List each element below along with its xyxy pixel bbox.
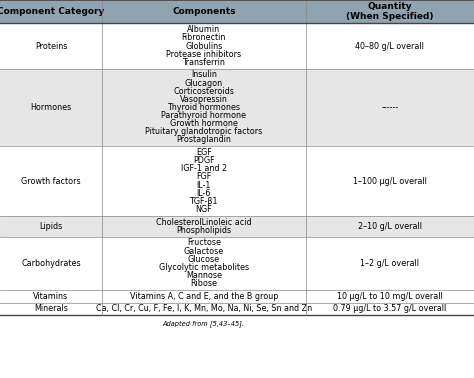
Text: Phospholipids: Phospholipids (176, 226, 231, 235)
Text: TGF-β1: TGF-β1 (190, 197, 218, 206)
Text: Ca, Cl, Cr, Cu, F, Fe, I, K, Mn, Mo, Na, Ni, Se, Sn and Zn: Ca, Cl, Cr, Cu, F, Fe, I, K, Mn, Mo, Na,… (96, 304, 312, 313)
Text: Carbohydrates: Carbohydrates (21, 259, 81, 268)
Text: Quantity
(When Specified): Quantity (When Specified) (346, 2, 434, 22)
Bar (0, 0, 474, 23)
Text: Component Category: Component Category (0, 7, 105, 16)
Bar (0, 146, 474, 216)
Text: Components: Components (172, 7, 236, 16)
Text: Adapted from [5,43–45].: Adapted from [5,43–45]. (163, 320, 245, 327)
Text: Protease inhibitors: Protease inhibitors (166, 50, 241, 59)
Text: 10 μg/L to 10 mg/L overall: 10 μg/L to 10 mg/L overall (337, 292, 443, 301)
Text: 1–2 g/L overall: 1–2 g/L overall (360, 259, 419, 268)
Text: Vasopressin: Vasopressin (180, 95, 228, 104)
Text: Glucagon: Glucagon (185, 79, 223, 88)
Text: 1–100 μg/L overall: 1–100 μg/L overall (353, 177, 427, 186)
Text: Corticosteroids: Corticosteroids (173, 87, 234, 96)
Text: NGF: NGF (195, 205, 212, 214)
Bar (0, 237, 474, 290)
Bar (0, 302, 474, 315)
Text: Parathyroid hormone: Parathyroid hormone (161, 111, 246, 120)
Text: 0.79 μg/L to 3.57 g/L overall: 0.79 μg/L to 3.57 g/L overall (333, 304, 447, 313)
Text: Mannose: Mannose (186, 271, 222, 280)
Text: Globulins: Globulins (185, 42, 222, 51)
Bar (0, 69, 474, 146)
Text: Growth factors: Growth factors (21, 177, 81, 186)
Text: Minerals: Minerals (34, 304, 68, 313)
Text: 2–10 g/L overall: 2–10 g/L overall (358, 222, 422, 231)
Text: IL-1: IL-1 (197, 181, 211, 190)
Text: Galactose: Galactose (184, 246, 224, 256)
Text: Lipids: Lipids (39, 222, 63, 231)
Bar (0, 290, 474, 302)
Text: Glucose: Glucose (188, 255, 220, 264)
Text: Albumin: Albumin (187, 25, 220, 34)
Text: Growth hormone: Growth hormone (170, 119, 238, 128)
Text: Hormones: Hormones (30, 103, 72, 112)
Text: Vitamins: Vitamins (33, 292, 69, 301)
Text: Transferrin: Transferrin (182, 58, 225, 67)
Text: CholesterolLinoleic acid: CholesterolLinoleic acid (156, 218, 252, 227)
Text: FGF: FGF (196, 172, 211, 181)
Text: Insulin: Insulin (191, 70, 217, 79)
Bar (0, 23, 474, 69)
Text: Prostaglandin: Prostaglandin (176, 135, 231, 144)
Text: Ribose: Ribose (191, 279, 217, 288)
Text: 40–80 g/L overall: 40–80 g/L overall (356, 42, 424, 51)
Text: EGF: EGF (196, 148, 212, 157)
Text: PDGF: PDGF (193, 156, 215, 165)
Text: Pituitary glandotropic factors: Pituitary glandotropic factors (145, 127, 263, 136)
Text: Thyroid hormones: Thyroid hormones (167, 103, 240, 112)
Text: Fructose: Fructose (187, 239, 221, 248)
Text: Fibronectin: Fibronectin (182, 33, 226, 42)
Bar (0, 216, 474, 237)
Text: Vitamins A, C and E, and the B group: Vitamins A, C and E, and the B group (129, 292, 278, 301)
Text: ------: ------ (381, 103, 399, 112)
Text: IL-6: IL-6 (197, 189, 211, 198)
Text: Glycolytic metabolites: Glycolytic metabolites (159, 263, 249, 272)
Text: IGF-1 and 2: IGF-1 and 2 (181, 164, 227, 174)
Text: Proteins: Proteins (35, 42, 67, 51)
